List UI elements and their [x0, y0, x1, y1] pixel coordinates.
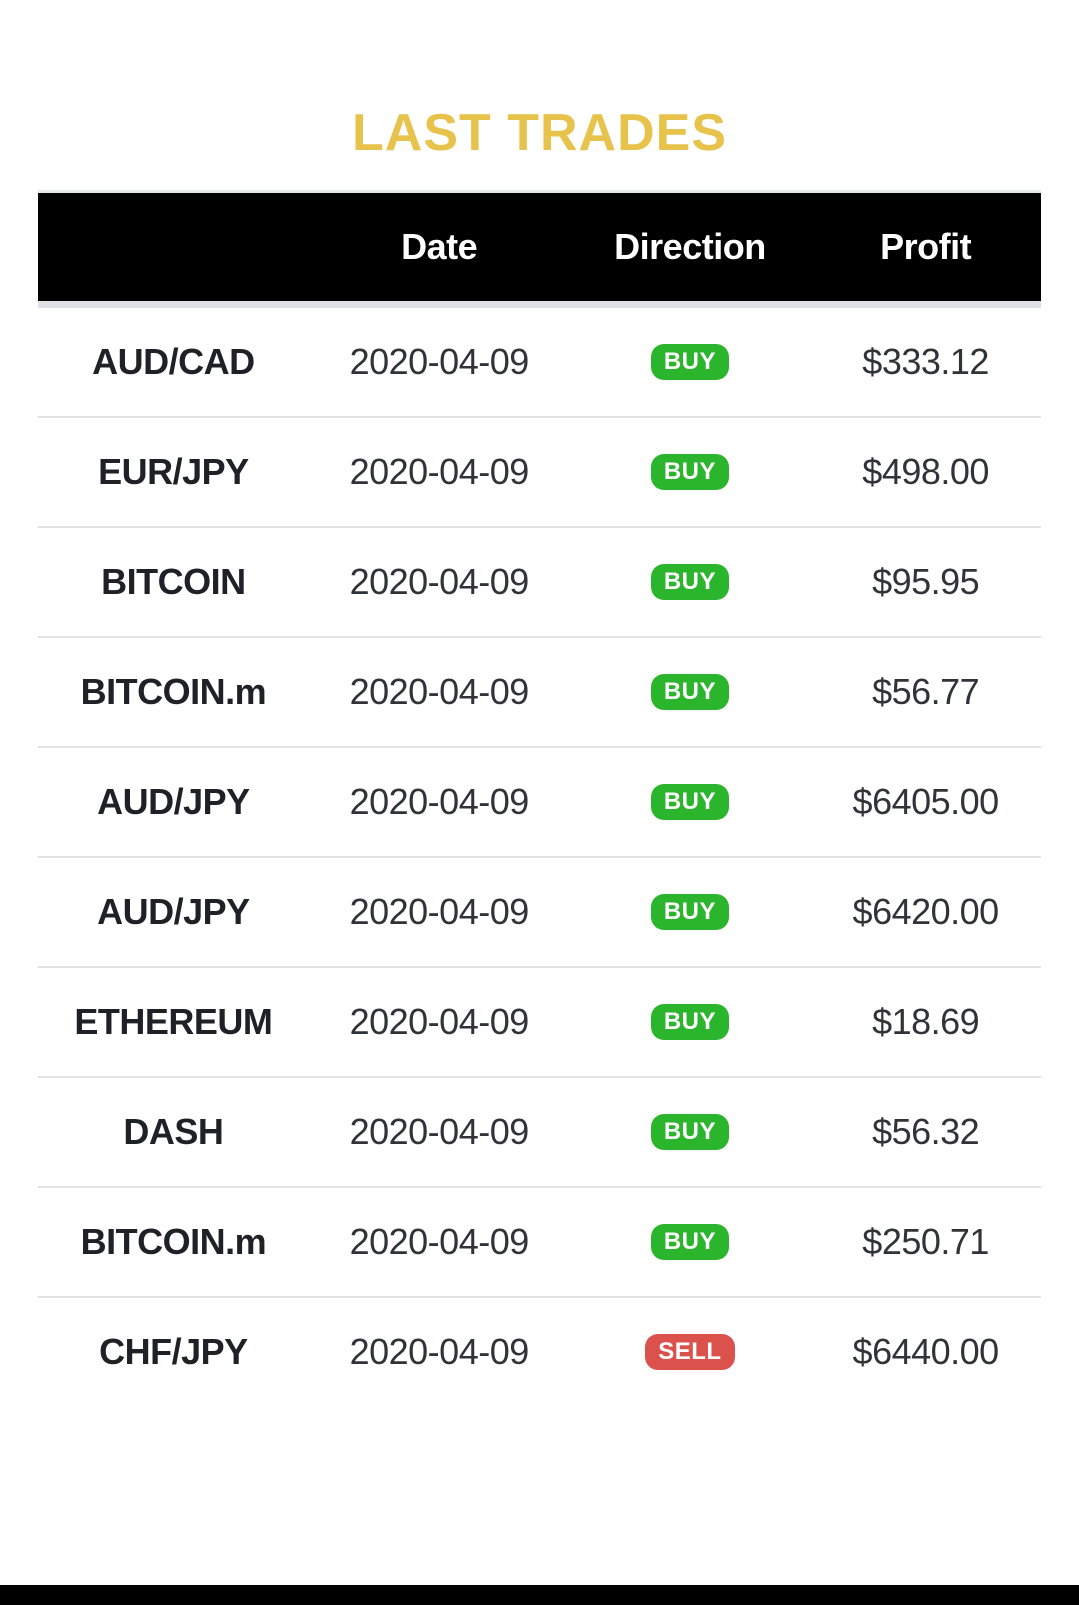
profit-cell: $6405.00: [852, 781, 1000, 822]
profit-cell: $56.32: [872, 1111, 980, 1152]
header-profit: Profit: [880, 226, 972, 267]
symbol-cell: AUD/JPY: [97, 781, 250, 822]
symbol-cell: DASH: [123, 1111, 224, 1152]
profit-cell: $6420.00: [852, 891, 1000, 932]
direction-cell: SELL: [570, 1334, 811, 1370]
direction-cell: BUY: [570, 344, 811, 380]
symbol-cell: EUR/JPY: [98, 451, 249, 492]
direction-badge: BUY: [650, 894, 729, 930]
direction-badge: BUY: [650, 564, 729, 600]
direction-badge: BUY: [650, 1004, 729, 1040]
direction-cell: BUY: [570, 564, 811, 600]
table-row: AUD/JPY 2020-04-09 BUY $6405.00: [38, 748, 1041, 858]
header-underline-strip: [38, 301, 1041, 308]
date-cell: 2020-04-09: [349, 1001, 530, 1042]
table-body: AUD/CAD 2020-04-09 BUY $333.12 EUR/JPY 2…: [38, 308, 1041, 1406]
table-row: BITCOIN.m 2020-04-09 BUY $56.77: [38, 638, 1041, 748]
table-row: AUD/CAD 2020-04-09 BUY $333.12: [38, 308, 1041, 418]
header-direction: Direction: [614, 226, 766, 267]
direction-cell: BUY: [570, 1004, 811, 1040]
table-row: BITCOIN 2020-04-09 BUY $95.95: [38, 528, 1041, 638]
table-row: AUD/JPY 2020-04-09 BUY $6420.00: [38, 858, 1041, 968]
profit-cell: $6440.00: [852, 1331, 1000, 1372]
date-cell: 2020-04-09: [349, 341, 530, 382]
direction-cell: BUY: [570, 454, 811, 490]
symbol-cell: BITCOIN: [101, 561, 246, 602]
symbol-cell: CHF/JPY: [99, 1331, 248, 1372]
direction-badge: BUY: [650, 1224, 729, 1260]
direction-cell: BUY: [570, 1224, 811, 1260]
date-cell: 2020-04-09: [349, 1221, 530, 1262]
symbol-cell: BITCOIN.m: [80, 1221, 267, 1262]
direction-cell: BUY: [570, 1114, 811, 1150]
profit-cell: $56.77: [872, 671, 980, 712]
date-cell: 2020-04-09: [349, 1111, 530, 1152]
date-cell: 2020-04-09: [349, 781, 530, 822]
symbol-cell: ETHEREUM: [74, 1001, 273, 1042]
table-row: DASH 2020-04-09 BUY $56.32: [38, 1078, 1041, 1188]
direction-cell: BUY: [570, 674, 811, 710]
date-cell: 2020-04-09: [349, 1331, 530, 1372]
date-cell: 2020-04-09: [349, 671, 530, 712]
table-header-row: Date Direction Profit: [38, 190, 1041, 301]
header-date: Date: [401, 226, 478, 267]
direction-badge: BUY: [650, 784, 729, 820]
bottom-system-bar: [0, 1585, 1079, 1605]
profit-cell: $95.95: [872, 561, 980, 602]
profit-cell: $250.71: [862, 1221, 989, 1262]
direction-badge: BUY: [650, 454, 729, 490]
direction-cell: BUY: [570, 784, 811, 820]
direction-badge: SELL: [645, 1334, 735, 1370]
table-row: EUR/JPY 2020-04-09 BUY $498.00: [38, 418, 1041, 528]
direction-badge: BUY: [650, 674, 729, 710]
symbol-cell: AUD/CAD: [92, 341, 255, 382]
table-row: CHF/JPY 2020-04-09 SELL $6440.00: [38, 1298, 1041, 1406]
page-title: LAST TRADES: [352, 104, 727, 162]
date-cell: 2020-04-09: [349, 561, 530, 602]
table-row: BITCOIN.m 2020-04-09 BUY $250.71: [38, 1188, 1041, 1298]
date-cell: 2020-04-09: [349, 451, 530, 492]
date-cell: 2020-04-09: [349, 891, 530, 932]
direction-badge: BUY: [650, 344, 729, 380]
table-row: ETHEREUM 2020-04-09 BUY $18.69: [38, 968, 1041, 1078]
direction-badge: BUY: [650, 1114, 729, 1150]
symbol-cell: BITCOIN.m: [80, 671, 267, 712]
symbol-cell: AUD/JPY: [97, 891, 250, 932]
direction-cell: BUY: [570, 894, 811, 930]
profit-cell: $498.00: [862, 451, 989, 492]
last-trades-table: Date Direction Profit AUD/CAD 2020-04-09…: [38, 190, 1041, 1406]
profit-cell: $18.69: [872, 1001, 980, 1042]
profit-cell: $333.12: [862, 341, 989, 382]
